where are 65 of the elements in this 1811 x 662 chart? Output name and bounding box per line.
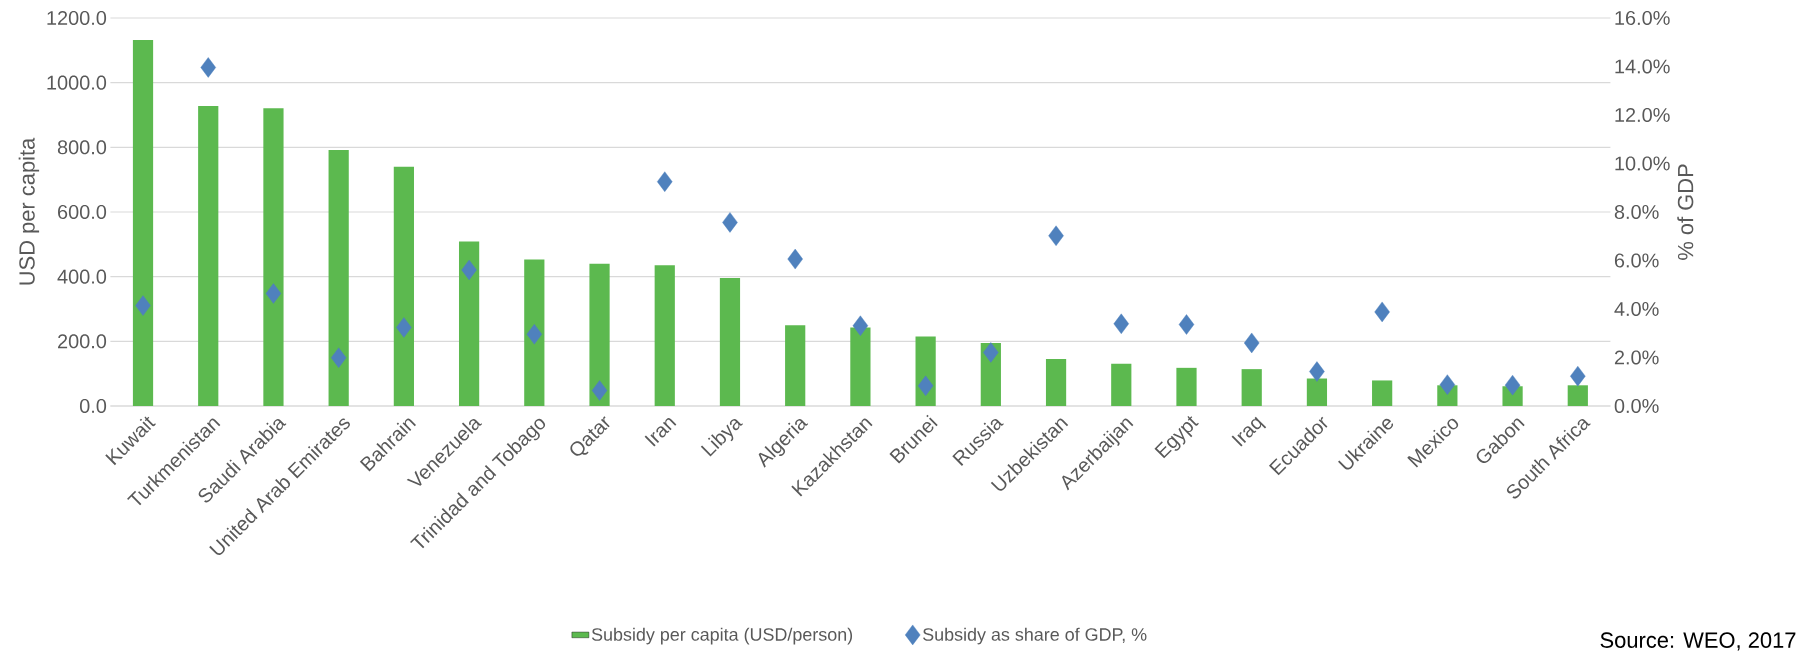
y2-tick-label: 12.0% <box>1615 107 1670 123</box>
bar <box>198 105 219 406</box>
point <box>591 380 608 401</box>
point <box>1113 313 1129 334</box>
y2-tick-label: 10.0% <box>1615 156 1670 171</box>
bar <box>1176 367 1197 406</box>
bar <box>654 265 675 406</box>
point <box>983 342 999 363</box>
point <box>461 259 477 281</box>
point <box>1570 365 1586 387</box>
point <box>200 57 216 78</box>
y2-tick-label: 8.0% <box>1614 204 1659 220</box>
x-tick-label: Iran <box>644 418 677 447</box>
y-tick-label: 1000.0 <box>47 75 107 90</box>
point <box>1439 374 1456 395</box>
point <box>1178 314 1195 335</box>
point <box>1244 332 1260 354</box>
bar <box>132 39 154 406</box>
point <box>526 324 543 345</box>
bar <box>524 259 545 406</box>
point <box>657 171 673 192</box>
legend-label: Subsidy per capita (USD/person) <box>591 627 853 645</box>
point <box>1309 361 1325 382</box>
bar <box>719 277 741 406</box>
bar <box>393 166 414 406</box>
y-tick-label: 0.0 <box>79 398 107 414</box>
y-axis-title: USD per capita <box>18 137 40 285</box>
bar <box>1306 378 1328 406</box>
point <box>722 212 738 233</box>
bar <box>785 325 806 406</box>
bar <box>1111 363 1132 406</box>
bar <box>1241 369 1262 406</box>
y2-tick-label: 2.0% <box>1614 350 1659 365</box>
point <box>852 315 869 336</box>
y-tick-label: 600.0 <box>58 204 107 220</box>
y-tick-label: 1200.0 <box>47 10 107 26</box>
y2-tick-label: 16.0% <box>1615 10 1670 26</box>
y-tick-label: 800.0 <box>57 140 107 155</box>
point <box>1374 301 1390 323</box>
point <box>265 283 282 304</box>
point <box>787 248 803 270</box>
bar <box>850 327 871 406</box>
y-tick-label: 200.0 <box>58 334 107 349</box>
point <box>1048 225 1064 246</box>
bar <box>1045 359 1067 406</box>
y2-tick-label: 6.0% <box>1614 253 1659 268</box>
y2-tick-label: 0.0% <box>1614 398 1659 414</box>
y2-tick-label: 14.0% <box>1615 59 1670 74</box>
y-tick-label: 400.0 <box>57 269 107 284</box>
bar <box>1567 385 1588 406</box>
point <box>135 295 151 316</box>
y2-tick-label: 4.0% <box>1614 301 1659 317</box>
bar <box>263 108 284 406</box>
bar <box>458 241 480 406</box>
bar <box>589 263 610 406</box>
legend-label: Subsidy as share of GDP, % <box>923 627 1147 645</box>
point <box>330 347 347 368</box>
bar <box>1372 380 1393 406</box>
point <box>917 375 934 397</box>
point <box>396 317 412 338</box>
y2-axis-title: % of GDP <box>1677 164 1694 260</box>
point <box>1504 374 1521 396</box>
bar <box>328 149 349 406</box>
source-note: Source: WEO, 2017 <box>1600 632 1796 651</box>
x-tick-label: Iraq <box>1231 416 1267 447</box>
